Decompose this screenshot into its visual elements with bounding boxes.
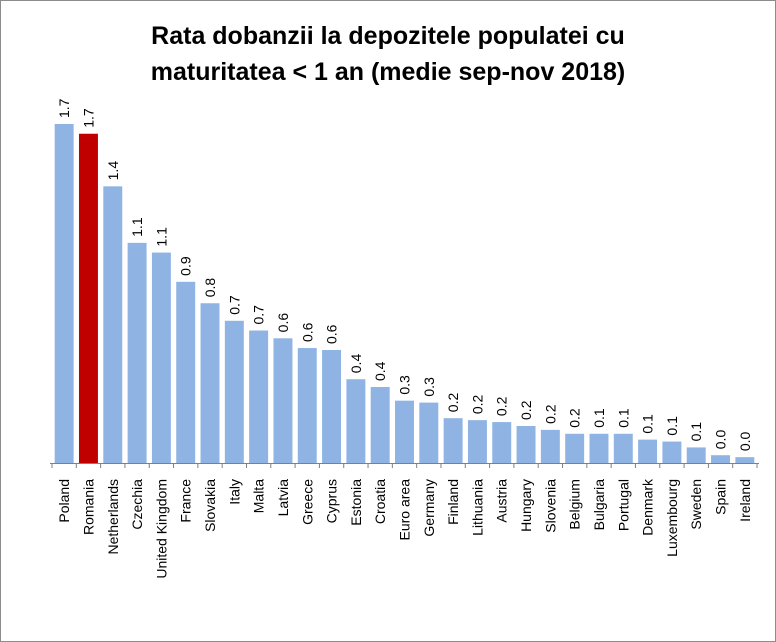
x-tick-label-finland: Finland bbox=[445, 479, 461, 525]
x-tick-label-greece: Greece bbox=[299, 479, 315, 525]
x-tick-label-italy: Italy bbox=[226, 479, 242, 505]
bar-germany bbox=[419, 402, 439, 463]
bar-france bbox=[176, 281, 196, 463]
data-label-bulgaria: 0.1 bbox=[591, 408, 607, 428]
chart-title-line-2: maturitatea < 1 an (medie sep-nov 2018) bbox=[150, 58, 626, 86]
x-tick-label-spain: Spain bbox=[713, 479, 729, 515]
bar-sweden bbox=[686, 447, 706, 463]
bar-bulgaria bbox=[589, 433, 609, 463]
x-tick-label-united-kingdom: United Kingdom bbox=[153, 479, 169, 579]
data-label-malta: 0.7 bbox=[251, 305, 267, 325]
bar-cyprus bbox=[322, 350, 342, 463]
chart-title: Rata dobanzii la depozitele populatei cu… bbox=[0, 18, 776, 90]
bar-netherlands bbox=[103, 186, 123, 463]
x-tick-label-slovakia: Slovakia bbox=[202, 479, 218, 532]
bar-slovenia bbox=[540, 429, 560, 463]
bar-italy bbox=[224, 320, 244, 463]
data-label-lithuania: 0.2 bbox=[469, 394, 485, 414]
bar-poland bbox=[54, 124, 74, 463]
data-label-euro-area: 0.3 bbox=[397, 375, 413, 395]
x-tick-label-portugal: Portugal bbox=[615, 479, 631, 531]
data-label-austria: 0.2 bbox=[494, 396, 510, 416]
x-tick-label-slovenia: Slovenia bbox=[542, 479, 558, 533]
x-tick-label-luxembourg: Luxembourg bbox=[664, 479, 680, 557]
x-tick-label-denmark: Denmark bbox=[640, 478, 656, 536]
x-tick-label-sweden: Sweden bbox=[688, 479, 704, 530]
x-tick-label-austria: Austria bbox=[494, 479, 510, 523]
data-label-italy: 0.7 bbox=[226, 295, 242, 315]
data-label-portugal: 0.1 bbox=[615, 408, 631, 428]
data-label-spain: 0.0 bbox=[713, 430, 729, 450]
bar-austria bbox=[492, 422, 512, 463]
x-tick-label-cyprus: Cyprus bbox=[324, 479, 340, 523]
x-tick-label-malta: Malta bbox=[251, 479, 267, 513]
bar-ireland bbox=[735, 457, 755, 463]
bar-slovakia bbox=[200, 303, 220, 463]
data-label-germany: 0.3 bbox=[421, 377, 437, 397]
bar-greece bbox=[297, 348, 317, 463]
data-label-estonia: 0.4 bbox=[348, 354, 364, 374]
data-label-luxembourg: 0.1 bbox=[664, 416, 680, 436]
bar-malta bbox=[249, 330, 269, 463]
x-tick-label-netherlands: Netherlands bbox=[105, 479, 121, 555]
data-label-finland: 0.2 bbox=[445, 393, 461, 413]
data-label-cyprus: 0.6 bbox=[324, 324, 340, 344]
bar-latvia bbox=[273, 338, 293, 463]
data-label-romania: 1.7 bbox=[80, 108, 96, 128]
bar-romania bbox=[78, 133, 98, 464]
x-tick-label-estonia: Estonia bbox=[348, 479, 364, 526]
x-tick-label-bulgaria: Bulgaria bbox=[591, 479, 607, 531]
x-tick-label-germany: Germany bbox=[421, 479, 437, 537]
chart-title-line-1: Rata dobanzii la depozitele populatei cu bbox=[151, 22, 625, 50]
data-label-hungary: 0.2 bbox=[518, 400, 534, 420]
bar-estonia bbox=[346, 379, 366, 463]
x-tick-label-czechia: Czechia bbox=[129, 479, 145, 530]
data-labels-group: 1.7 1.7 1.4 1.1 1.1 0.9 0.8 0.7 0.7 0.6 0.6 0.6 0.4 0… bbox=[56, 98, 753, 451]
x-tick-label-hungary: Hungary bbox=[518, 479, 534, 532]
x-tick-label-croatia: Croatia bbox=[372, 479, 388, 524]
data-label-slovakia: 0.8 bbox=[202, 278, 218, 298]
x-tick-label-ireland: Ireland bbox=[737, 479, 753, 522]
bar-united-kingdom bbox=[151, 252, 171, 463]
bars-group bbox=[54, 124, 755, 464]
x-tick-label-latvia: Latvia bbox=[275, 479, 291, 517]
x-tick-label-poland: Poland bbox=[56, 479, 72, 523]
bar-belgium bbox=[565, 433, 585, 463]
data-label-czechia: 1.1 bbox=[129, 217, 145, 237]
data-label-poland: 1.7 bbox=[56, 98, 72, 118]
x-tick-labels-group: Poland Romania Netherlands Czechia United Ki… bbox=[51, 463, 758, 579]
x-tick-label-lithuania: Lithuania bbox=[469, 479, 485, 536]
bar-spain bbox=[711, 455, 731, 463]
data-label-croatia: 0.4 bbox=[372, 361, 388, 381]
bar-denmark bbox=[638, 439, 658, 463]
x-tick-label-belgium: Belgium bbox=[567, 479, 583, 530]
data-label-ireland: 0.0 bbox=[737, 431, 753, 451]
data-label-greece: 0.6 bbox=[299, 322, 315, 342]
data-label-netherlands: 1.4 bbox=[105, 161, 121, 181]
bar-croatia bbox=[370, 387, 390, 463]
x-tick-label-euro-area: Euro area bbox=[397, 479, 413, 541]
data-label-slovenia: 0.2 bbox=[542, 404, 558, 424]
bar-euro-area bbox=[395, 400, 414, 463]
bar-hungary bbox=[516, 425, 536, 463]
data-label-sweden: 0.1 bbox=[688, 422, 704, 442]
x-tick-label-france: France bbox=[178, 479, 194, 523]
bar-lithuania bbox=[467, 420, 487, 463]
x-tick-label-romania: Romania bbox=[80, 479, 96, 535]
data-label-denmark: 0.1 bbox=[640, 414, 656, 434]
data-label-united-kingdom: 1.1 bbox=[153, 227, 169, 247]
data-label-belgium: 0.2 bbox=[567, 408, 583, 428]
data-label-france: 0.9 bbox=[178, 256, 194, 276]
bar-luxembourg bbox=[662, 441, 682, 463]
bar-portugal bbox=[613, 433, 633, 463]
data-label-latvia: 0.6 bbox=[275, 313, 291, 333]
bar-czechia bbox=[127, 242, 147, 463]
bar-finland bbox=[443, 418, 463, 463]
